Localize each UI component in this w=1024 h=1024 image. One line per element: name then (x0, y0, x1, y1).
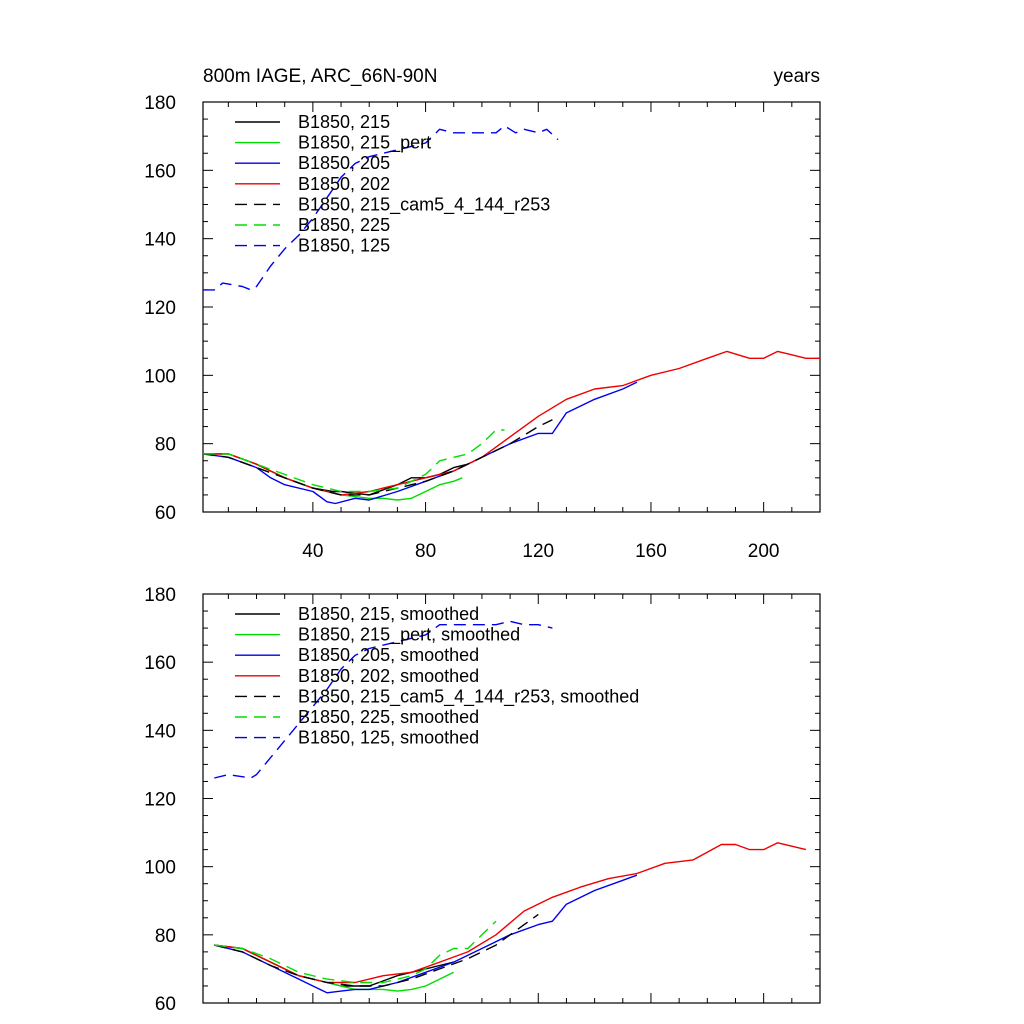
series-line (214, 842, 807, 984)
legend-label: B1850, 125, smoothed (298, 728, 479, 748)
series-line (203, 381, 638, 505)
series-line (214, 913, 539, 987)
series-line (214, 920, 497, 984)
legend-label: B1850, 225 (298, 215, 390, 235)
chart-units: years (774, 66, 820, 87)
x-tick-label: 40 (302, 541, 323, 562)
legend-label: B1850, 215 (298, 112, 390, 132)
y-tick-label: 100 (144, 858, 176, 879)
y-tick-label: 160 (144, 161, 176, 182)
legend-label: B1850, 202 (298, 174, 390, 194)
top-panel: 60 80 100 120 140 160 180 40 80 120 160 200 B1850, 2… (144, 93, 821, 562)
y-tick-label: 140 (144, 721, 176, 742)
y-tick-label: 80 (155, 926, 176, 947)
y-tick-label: 180 (144, 93, 176, 114)
legend-label: B1850, 125 (298, 236, 390, 256)
y-tick-label: 120 (144, 790, 176, 811)
y-tick-label: 140 (144, 230, 176, 251)
legend-label: B1850, 225, smoothed (298, 707, 479, 727)
x-tick-label: 120 (522, 541, 554, 562)
series-line (214, 874, 638, 994)
legend-label: B1850, 205 (298, 153, 390, 173)
series-line (203, 429, 505, 493)
legend-label: B1850, 215_cam5_4_144_r253 (298, 194, 550, 215)
legend-label: B1850, 215, smoothed (298, 604, 479, 624)
series-line (203, 125, 559, 291)
y-tick-label: 60 (155, 503, 176, 524)
legend-label: B1850, 215_pert (298, 133, 431, 154)
legend-label: B1850, 215_pert, smoothed (298, 625, 520, 646)
plot-frame (202, 101, 821, 513)
legend-label: B1850, 215_cam5_4_144_r253, smoothed (298, 686, 639, 707)
legend-label: B1850, 202, smoothed (298, 666, 479, 686)
legend-label: B1850, 205, smoothed (298, 645, 479, 665)
y-tick-label: 80 (155, 435, 176, 456)
series-line (203, 350, 820, 496)
x-tick-label: 200 (748, 541, 780, 562)
series-line (203, 453, 468, 496)
x-tick-label: 80 (415, 541, 436, 562)
chart-title: 800m IAGE, ARC_66N-90N (203, 66, 437, 87)
x-tick-label: 160 (635, 541, 667, 562)
plot-frame (202, 593, 821, 1004)
y-tick-label: 120 (144, 298, 176, 319)
series-line (214, 620, 553, 779)
y-tick-label: 60 (155, 994, 176, 1015)
series-line (203, 419, 553, 496)
y-tick-label: 180 (144, 585, 176, 606)
y-tick-label: 160 (144, 653, 176, 674)
y-tick-label: 100 (144, 366, 176, 387)
